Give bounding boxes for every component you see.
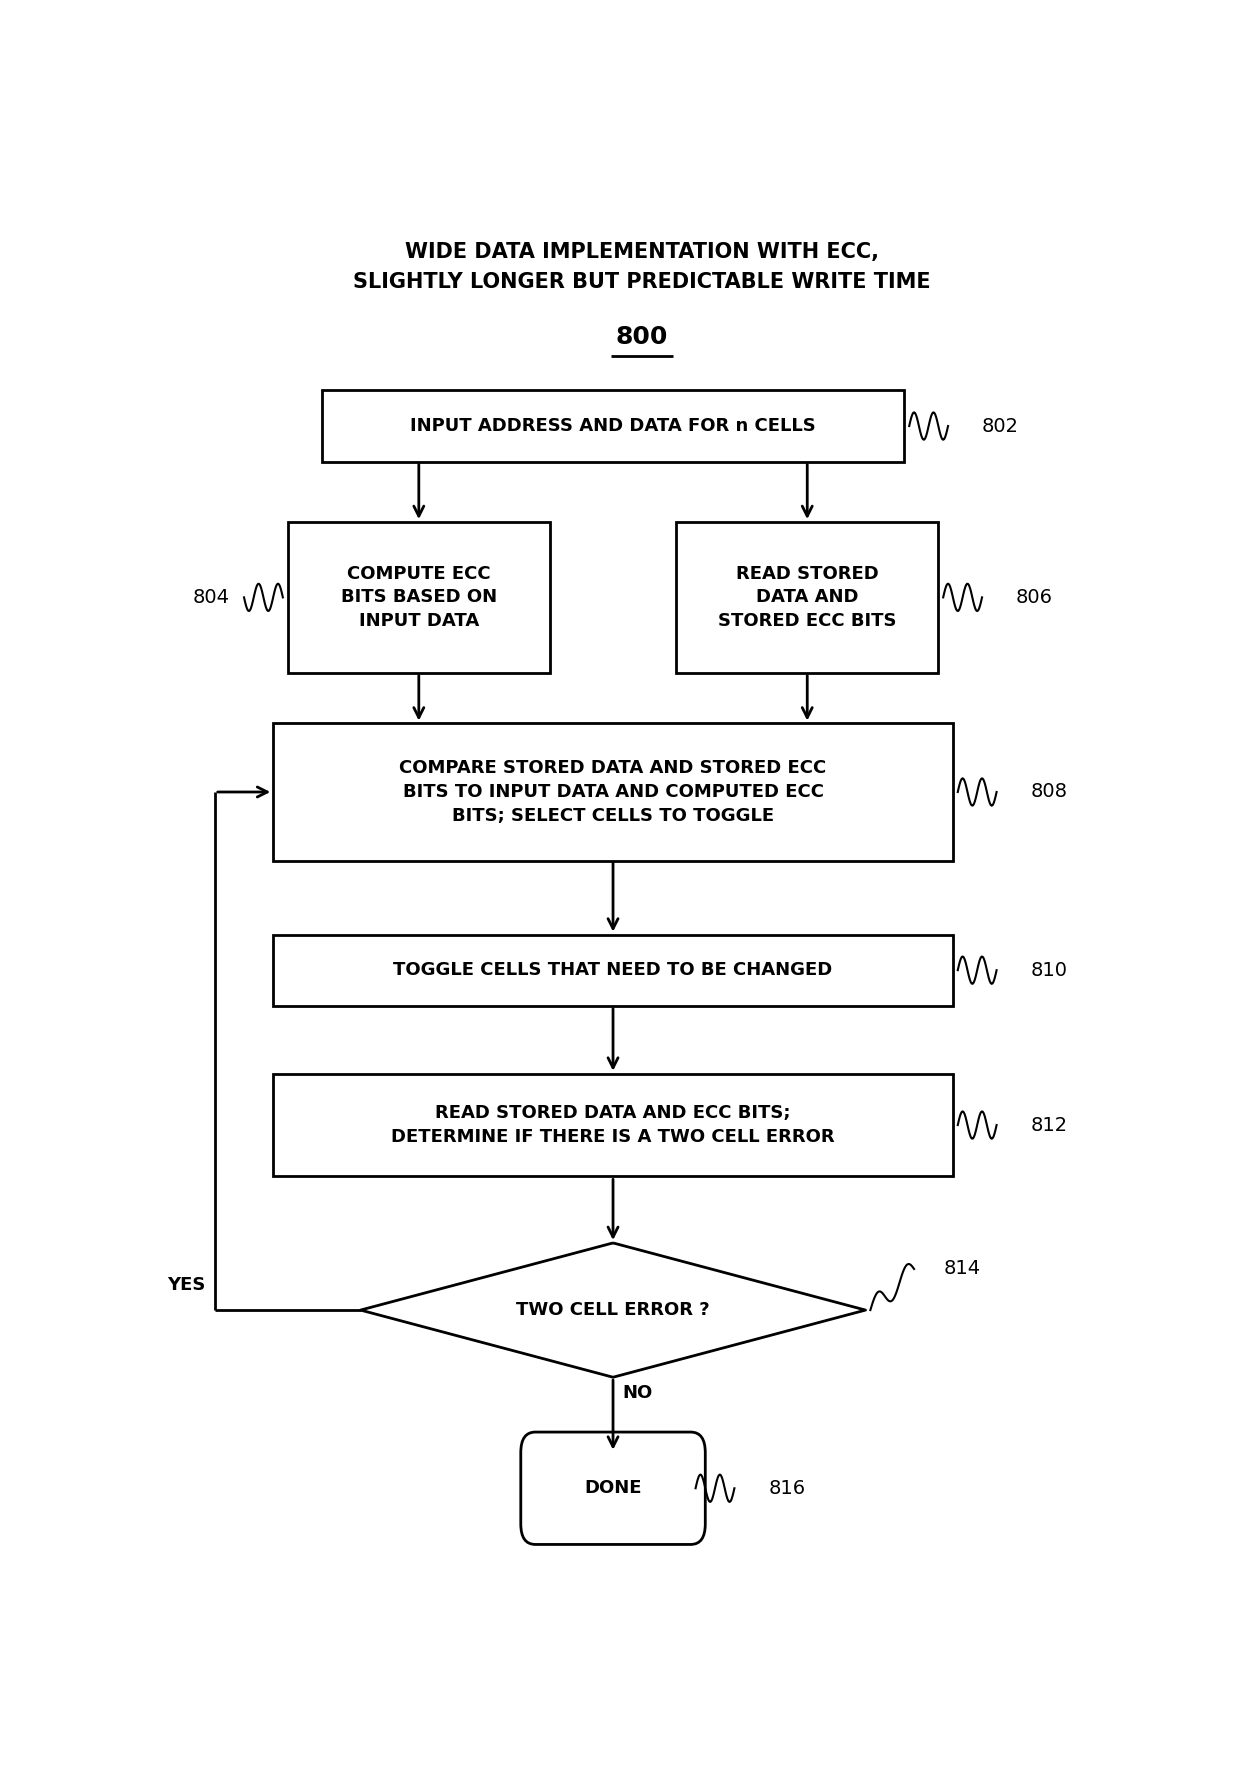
Text: 816: 816 <box>768 1479 806 1497</box>
FancyBboxPatch shape <box>273 723 952 860</box>
Text: NO: NO <box>623 1385 653 1403</box>
FancyBboxPatch shape <box>677 522 938 673</box>
Text: WIDE DATA IMPLEMENTATION WITH ECC,: WIDE DATA IMPLEMENTATION WITH ECC, <box>405 242 880 262</box>
Text: 812: 812 <box>1030 1116 1068 1134</box>
FancyBboxPatch shape <box>273 1073 952 1177</box>
Text: TOGGLE CELLS THAT NEED TO BE CHANGED: TOGGLE CELLS THAT NEED TO BE CHANGED <box>393 961 833 979</box>
Text: TWO CELL ERROR ?: TWO CELL ERROR ? <box>516 1301 710 1319</box>
Text: YES: YES <box>167 1276 205 1294</box>
Text: READ STORED DATA AND ECC BITS;
DETERMINE IF THERE IS A TWO CELL ERROR: READ STORED DATA AND ECC BITS; DETERMINE… <box>391 1104 834 1146</box>
Text: 806: 806 <box>1016 587 1053 607</box>
Text: 800: 800 <box>616 326 668 349</box>
FancyBboxPatch shape <box>322 390 905 461</box>
Text: DONE: DONE <box>584 1479 642 1497</box>
Text: COMPUTE ECC
BITS BASED ON
INPUT DATA: COMPUTE ECC BITS BASED ON INPUT DATA <box>341 564 497 630</box>
Text: SLIGHTLY LONGER BUT PREDICTABLE WRITE TIME: SLIGHTLY LONGER BUT PREDICTABLE WRITE TI… <box>353 272 931 292</box>
Text: 804: 804 <box>193 587 229 607</box>
Text: INPUT ADDRESS AND DATA FOR n CELLS: INPUT ADDRESS AND DATA FOR n CELLS <box>410 417 816 434</box>
FancyBboxPatch shape <box>288 522 550 673</box>
Text: READ STORED
DATA AND
STORED ECC BITS: READ STORED DATA AND STORED ECC BITS <box>718 564 896 630</box>
Text: 802: 802 <box>982 417 1019 436</box>
FancyBboxPatch shape <box>273 934 952 1006</box>
Text: 810: 810 <box>1030 961 1068 979</box>
Text: 814: 814 <box>944 1260 980 1278</box>
Text: COMPARE STORED DATA AND STORED ECC
BITS TO INPUT DATA AND COMPUTED ECC
BITS; SEL: COMPARE STORED DATA AND STORED ECC BITS … <box>400 760 827 824</box>
FancyBboxPatch shape <box>521 1433 705 1545</box>
Text: 808: 808 <box>1030 783 1068 801</box>
